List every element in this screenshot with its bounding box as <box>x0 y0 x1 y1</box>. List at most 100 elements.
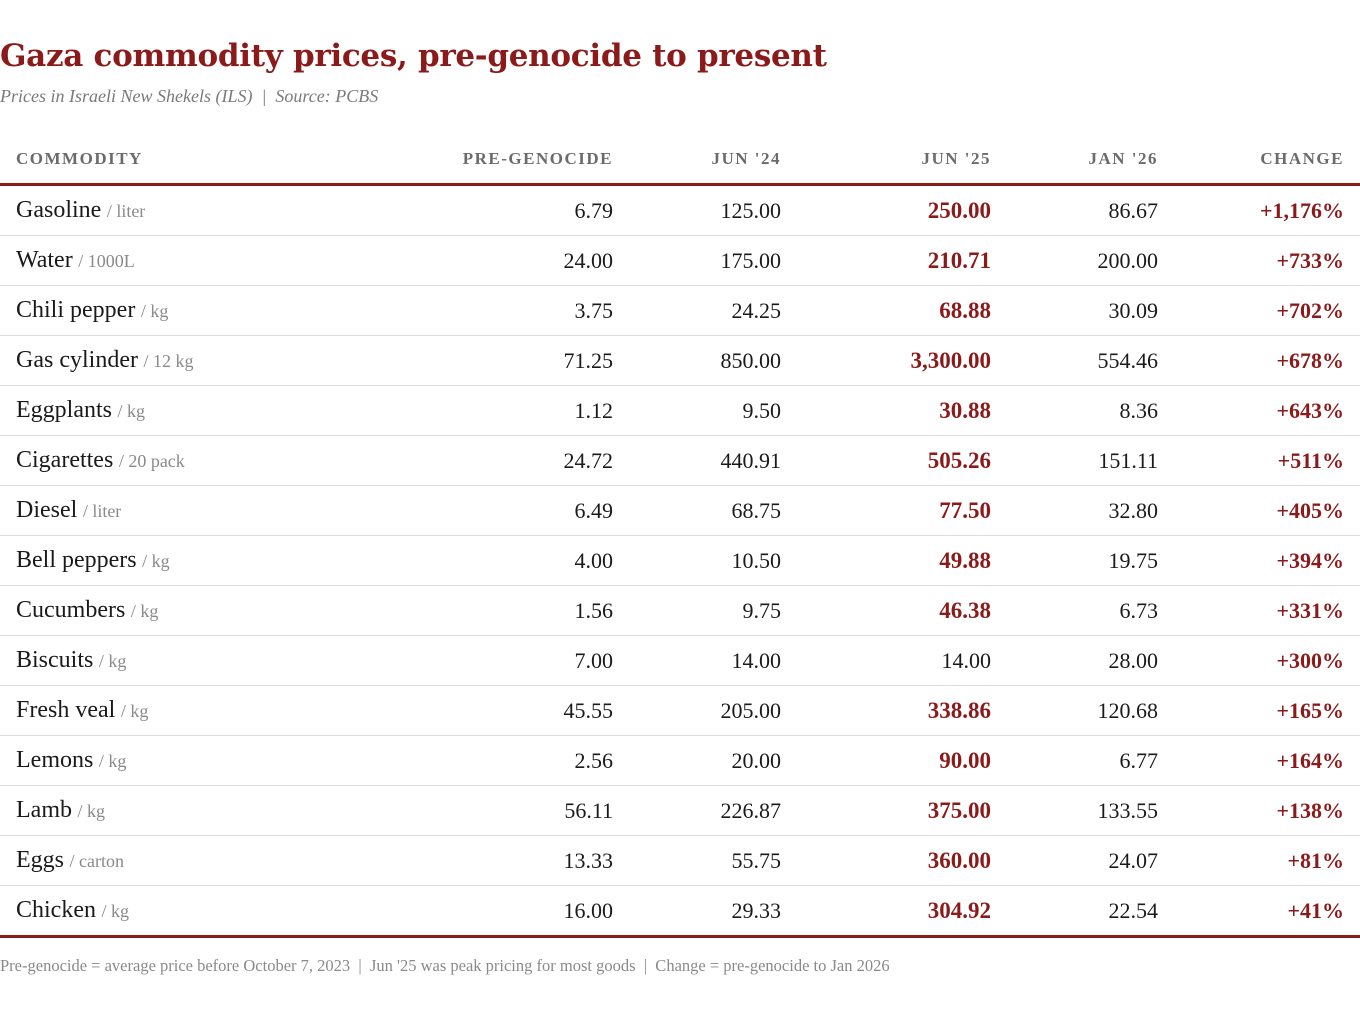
jan-26-price-cell: 24.07 <box>1007 835 1174 886</box>
change-cell: +300% <box>1174 635 1360 686</box>
jan-26-price-cell: 19.75 <box>1007 535 1174 586</box>
jun-25-price-cell: 210.71 <box>797 235 1007 286</box>
table-row: Cigarettes / 20 pack 24.72 440.91 505.26 151… <box>0 435 1360 486</box>
commodity-name: Water <box>16 247 73 273</box>
pre-genocide-price-cell: 45.55 <box>330 685 629 736</box>
jun-24-price-cell: 175.00 <box>629 235 797 286</box>
commodity-unit: / kg <box>117 401 146 421</box>
pre-genocide-price-cell: 24.00 <box>330 235 629 286</box>
commodity-unit: / 12 kg <box>143 351 194 371</box>
footnote: Pre-genocide = average price before Octo… <box>0 956 890 975</box>
commodity-unit: / kg <box>140 301 169 321</box>
change-cell: +394% <box>1174 535 1360 586</box>
column-header-change: CHANGE <box>1174 135 1360 186</box>
commodity-cell: Lemons / kg <box>0 735 330 786</box>
commodity-unit: / kg <box>77 801 105 821</box>
pre-genocide-price-cell: 13.33 <box>330 835 629 886</box>
commodity-cell: Fresh veal / kg <box>0 685 330 736</box>
commodity-name: Chili pepper <box>16 297 136 323</box>
commodity-name: Cucumbers <box>16 597 126 623</box>
jan-26-price-cell: 32.80 <box>1007 485 1174 536</box>
jan-26-price-cell: 120.68 <box>1007 685 1174 736</box>
column-header-jun-24: JUN '24 <box>629 135 797 186</box>
commodity-name: Diesel <box>16 497 78 523</box>
table-row: Biscuits / kg 7.00 14.00 14.00 28.00 +300% <box>0 635 1360 686</box>
column-header-jun-25: JUN '25 <box>797 135 1007 186</box>
jun-24-price-cell: 9.75 <box>629 585 797 636</box>
table-row: Lemons / kg 2.56 20.00 90.00 6.77 +164% <box>0 735 1360 786</box>
jun-24-price-cell: 850.00 <box>629 335 797 386</box>
change-cell: +643% <box>1174 385 1360 436</box>
table-row: Chili pepper / kg 3.75 24.25 68.88 30.09 +702… <box>0 285 1360 336</box>
table-row: Lamb / kg 56.11 226.87 375.00 133.55 +138% <box>0 785 1360 836</box>
jun-25-price-cell: 360.00 <box>797 835 1007 886</box>
jun-25-price-cell: 77.50 <box>797 485 1007 536</box>
table-row: Diesel / liter 6.49 68.75 77.50 32.80 +405% <box>0 485 1360 536</box>
pre-genocide-price-cell: 6.49 <box>330 485 629 536</box>
commodity-unit: / kg <box>101 901 129 921</box>
jan-26-price-cell: 8.36 <box>1007 385 1174 436</box>
jun-24-price-cell: 29.33 <box>629 885 797 938</box>
pre-genocide-price-cell: 3.75 <box>330 285 629 336</box>
pre-genocide-price-cell: 2.56 <box>330 735 629 786</box>
commodity-cell: Cigarettes / 20 pack <box>0 435 330 486</box>
commodity-name: Lemons <box>16 747 94 773</box>
commodity-cell: Diesel / liter <box>0 485 330 536</box>
jun-25-price-cell: 505.26 <box>797 435 1007 486</box>
commodity-name: Eggplants <box>16 397 112 423</box>
jun-25-price-cell: 338.86 <box>797 685 1007 736</box>
commodity-unit: / 20 pack <box>118 451 185 471</box>
commodity-unit: / kg <box>142 551 170 571</box>
page-subtitle: Prices in Israeli New Shekels (ILS) | So… <box>0 86 379 106</box>
column-header-commodity: COMMODITY <box>0 135 330 186</box>
change-cell: +331% <box>1174 585 1360 636</box>
commodity-unit: / kg <box>130 601 159 621</box>
jan-26-price-cell: 6.73 <box>1007 585 1174 636</box>
commodity-cell: Lamb / kg <box>0 785 330 836</box>
commodity-cell: Gas cylinder / 12 kg <box>0 335 330 386</box>
pre-genocide-price-cell: 4.00 <box>330 535 629 586</box>
commodity-unit: / kg <box>98 751 127 771</box>
jun-24-price-cell: 55.75 <box>629 835 797 886</box>
jan-26-price-cell: 200.00 <box>1007 235 1174 286</box>
jan-26-price-cell: 30.09 <box>1007 285 1174 336</box>
commodity-cell: Chili pepper / kg <box>0 285 330 336</box>
table-row: Gasoline / liter 6.79 125.00 250.00 86.67 +1,… <box>0 184 1360 236</box>
table-row: Eggs / carton 13.33 55.75 360.00 24.07 +81% <box>0 835 1360 886</box>
jun-24-price-cell: 10.50 <box>629 535 797 586</box>
commodity-name: Chicken <box>16 897 96 923</box>
commodity-name: Lamb <box>16 797 72 823</box>
column-header-pre-genocide: PRE-GENOCIDE <box>330 135 629 186</box>
jun-24-price-cell: 24.25 <box>629 285 797 336</box>
table-row: Fresh veal / kg 45.55 205.00 338.86 120.68 +1… <box>0 685 1360 736</box>
jun-24-price-cell: 125.00 <box>629 184 797 236</box>
column-header-jan-26: JAN '26 <box>1007 135 1174 186</box>
jan-26-price-cell: 22.54 <box>1007 885 1174 938</box>
commodity-name: Cigarettes <box>16 447 114 473</box>
jun-25-price-cell: 46.38 <box>797 585 1007 636</box>
page-title: Gaza commodity prices, pre-genocide to p… <box>0 38 827 74</box>
jan-26-price-cell: 28.00 <box>1007 635 1174 686</box>
jun-25-price-cell: 14.00 <box>797 635 1007 686</box>
pre-genocide-price-cell: 6.79 <box>330 184 629 236</box>
change-cell: +405% <box>1174 485 1360 536</box>
commodity-unit: / kg <box>120 701 149 721</box>
pre-genocide-price-cell: 56.11 <box>330 785 629 836</box>
jun-25-price-cell: 375.00 <box>797 785 1007 836</box>
jan-26-price-cell: 554.46 <box>1007 335 1174 386</box>
commodity-unit: / carton <box>69 851 124 871</box>
commodity-cell: Eggplants / kg <box>0 385 330 436</box>
commodity-name: Gasoline <box>16 197 102 223</box>
change-cell: +165% <box>1174 685 1360 736</box>
pre-genocide-price-cell: 24.72 <box>330 435 629 486</box>
commodity-name: Eggs <box>16 847 64 873</box>
jun-25-price-cell: 90.00 <box>797 735 1007 786</box>
commodity-price-table: COMMODITY PRE-GENOCIDE JUN '24 JUN '25 J… <box>0 135 1360 938</box>
jun-25-price-cell: 30.88 <box>797 385 1007 436</box>
table-row: Chicken / kg 16.00 29.33 304.92 22.54 +41% <box>0 885 1360 938</box>
change-cell: +511% <box>1174 435 1360 486</box>
commodity-name: Biscuits <box>16 647 94 673</box>
jun-24-price-cell: 226.87 <box>629 785 797 836</box>
jun-25-price-cell: 250.00 <box>797 184 1007 236</box>
jan-26-price-cell: 151.11 <box>1007 435 1174 486</box>
